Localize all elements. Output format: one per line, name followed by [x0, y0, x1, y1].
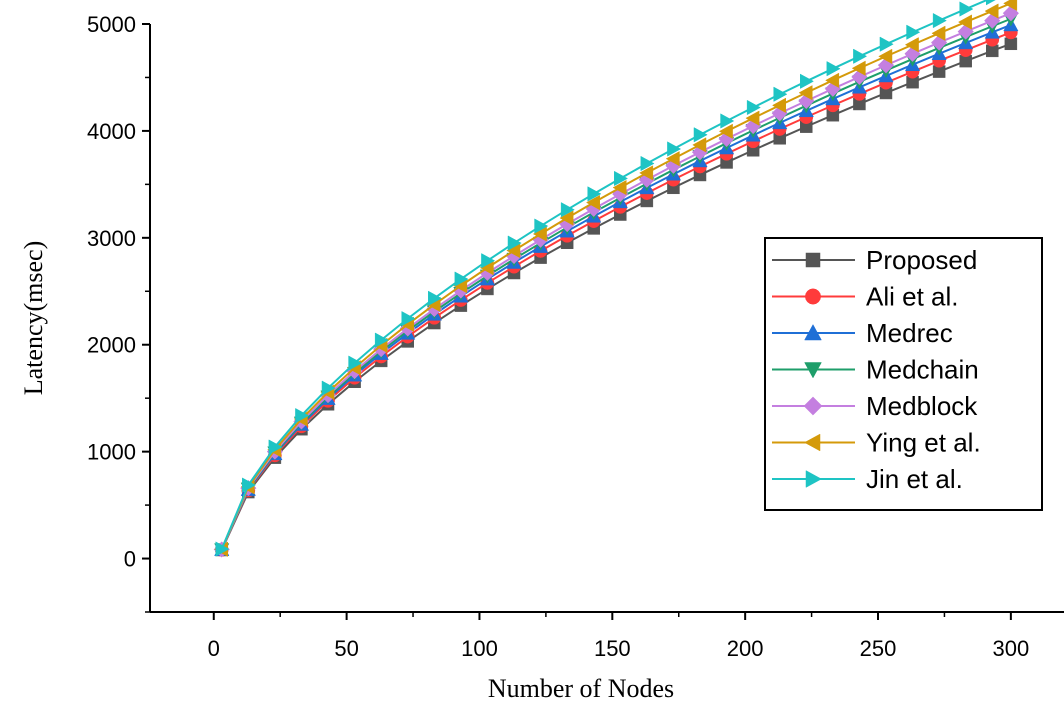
series-6 — [215, 0, 996, 557]
data-point — [853, 48, 868, 64]
legend-marker — [803, 396, 823, 416]
legend: Proposed Ali et al. Medrec Medchain Medblock… — [764, 237, 1043, 511]
legend-label: Proposed — [866, 245, 977, 275]
data-point — [932, 12, 947, 29]
legend-item: Medblock — [772, 391, 978, 421]
data-point — [242, 477, 257, 493]
data-point — [667, 141, 682, 157]
x-tick-label: 300 — [993, 636, 1030, 661]
data-point — [295, 407, 310, 424]
x-tick-label: 150 — [594, 636, 631, 661]
data-point — [957, 14, 972, 30]
x-ticks: 0 50 100 150 200 250 300 — [208, 612, 1030, 661]
data-point — [1002, 5, 1020, 22]
data-point — [825, 72, 840, 88]
data-point — [585, 194, 600, 211]
data-point — [428, 290, 443, 306]
legend-marker — [805, 288, 821, 305]
data-point — [614, 170, 629, 187]
axes: 0 50 100 150 200 250 300 0 1000 2000 3000 4000 5000 — [87, 12, 1064, 661]
data-point — [1003, 0, 1018, 11]
legend-marker — [804, 362, 822, 379]
legend-item: Proposed — [772, 245, 977, 275]
data-point — [559, 210, 574, 226]
legend-label: Medblock — [866, 391, 978, 421]
data-point — [800, 73, 814, 89]
y-axis-title: Latency(msec) — [19, 241, 48, 395]
data-point — [534, 218, 549, 234]
legend-label: Medrec — [866, 318, 953, 348]
x-axis-title: Number of Nodes — [488, 674, 674, 703]
data-point — [507, 235, 522, 251]
y-tick-label: 4000 — [87, 119, 136, 144]
data-point — [878, 48, 893, 65]
y-tick-label: 1000 — [87, 440, 136, 465]
data-point — [718, 123, 733, 139]
x-tick-label: 50 — [334, 636, 358, 661]
legend-label: Jin et al. — [866, 464, 963, 494]
data-point — [612, 179, 627, 196]
y-tick-label: 0 — [124, 547, 136, 572]
x-tick-label: 0 — [208, 636, 220, 661]
x-tick-label: 100 — [461, 636, 498, 661]
data-point — [640, 155, 655, 172]
data-point — [348, 355, 363, 371]
data-point — [481, 253, 496, 269]
data-point — [771, 97, 786, 113]
data-point — [851, 60, 866, 76]
data-point — [1004, 37, 1018, 51]
data-point — [665, 151, 680, 167]
data-point — [904, 37, 919, 53]
y-tick-label: 5000 — [87, 12, 136, 37]
data-point — [984, 3, 999, 19]
legend-marker — [804, 433, 821, 452]
data-point — [560, 202, 575, 218]
x-tick-label: 250 — [860, 636, 897, 661]
legend-item: Jin et al. — [772, 464, 963, 494]
data-point — [401, 311, 416, 327]
legend-marker — [805, 470, 822, 488]
data-point — [986, 44, 999, 58]
data-point — [693, 127, 708, 143]
legend-label: Ying et al. — [866, 428, 981, 458]
data-point — [959, 1, 974, 17]
data-point — [879, 36, 894, 52]
data-point — [931, 25, 946, 41]
legend-label: Ali et al. — [866, 282, 959, 312]
x-tick-label: 200 — [727, 636, 764, 661]
legend-item: Medrec — [772, 318, 953, 348]
legend-marker — [805, 252, 821, 268]
data-point — [826, 61, 841, 77]
plot-area — [213, 0, 1020, 558]
legend-item: Ali et al. — [772, 282, 959, 312]
legend-item: Medchain — [772, 355, 979, 385]
legend-marker — [804, 324, 822, 341]
data-point — [321, 380, 336, 396]
data-point — [454, 271, 469, 287]
data-point — [720, 113, 735, 129]
data-point — [374, 332, 389, 348]
data-point — [745, 110, 760, 126]
data-point — [587, 186, 602, 202]
data-point — [268, 439, 283, 455]
data-point — [692, 137, 707, 153]
y-tick-label: 3000 — [87, 226, 136, 251]
data-point — [986, 0, 996, 6]
data-point — [773, 86, 788, 102]
y-ticks: 0 1000 2000 3000 4000 5000 — [87, 12, 150, 613]
data-point — [906, 24, 921, 40]
data-point — [746, 99, 761, 116]
data-point — [639, 165, 654, 181]
data-point — [798, 85, 813, 101]
legend-label: Medchain — [866, 355, 979, 385]
y-tick-label: 2000 — [87, 333, 136, 358]
legend-item: Ying et al. — [772, 428, 981, 458]
data-point — [215, 541, 230, 557]
